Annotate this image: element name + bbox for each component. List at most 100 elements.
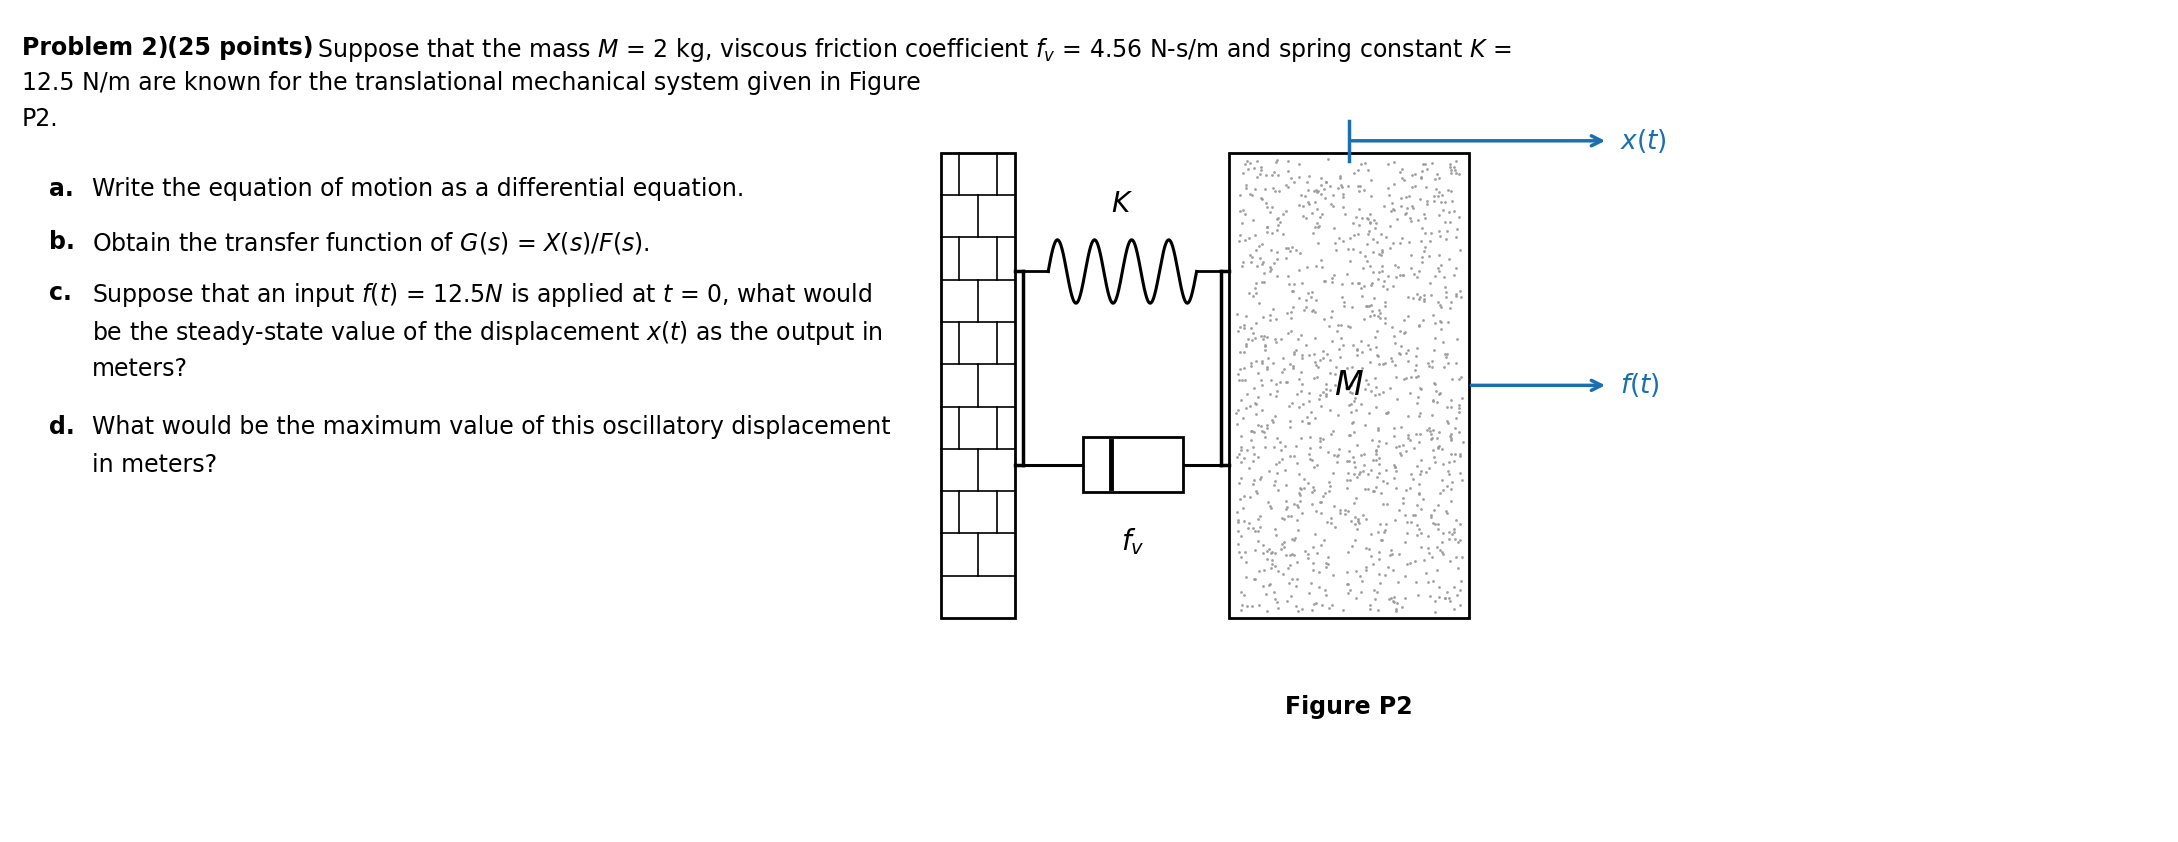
Point [1237,525,1272,538]
Text: be the steady-state value of the displacement $x(t)$ as the output in: be the steady-state value of the displac… [91,319,882,347]
Point [1335,167,1370,180]
Point [1418,377,1453,391]
Point [1265,365,1300,379]
Point [1337,592,1372,605]
Point [1292,447,1326,461]
Point [1300,216,1335,230]
Point [1283,482,1318,496]
Point [1248,275,1283,289]
Point [1287,544,1322,557]
Point [1298,355,1333,369]
Point [1311,601,1346,615]
Point [1248,440,1283,454]
Point [1339,512,1374,525]
Point [1420,498,1455,512]
Point [1403,523,1437,536]
Point [1289,338,1324,351]
Point [1411,421,1446,434]
Point [1429,232,1464,246]
Text: P2.: P2. [22,107,59,131]
Point [1403,290,1437,304]
Point [1444,551,1479,564]
Point [1268,440,1302,453]
Point [1237,183,1272,196]
Point [1276,548,1311,562]
Point [1309,386,1344,400]
Point [1276,278,1311,291]
Point [1298,411,1333,424]
Point [1418,173,1453,186]
Point [1346,280,1381,293]
Point [1307,584,1342,597]
Point [1394,199,1429,212]
Point [1353,384,1387,397]
Point [1376,155,1411,168]
Point [1344,334,1379,348]
Point [1422,581,1457,594]
Point [1226,345,1261,359]
Point [1353,216,1387,230]
Point [1261,211,1296,225]
Point [1235,521,1270,535]
Point [1372,548,1407,562]
Point [1433,594,1468,607]
Point [1437,411,1472,424]
Point [1318,499,1353,513]
Point [1281,198,1316,211]
Point [1405,255,1440,269]
Text: c.: c. [48,281,72,306]
Point [1409,424,1444,437]
Point [1270,205,1305,218]
Point [1396,508,1431,521]
Point [1335,216,1370,230]
Point [1276,285,1311,298]
Point [1414,432,1448,445]
Point [1287,482,1322,495]
Point [1437,287,1472,301]
Point [1285,603,1320,616]
Point [1220,514,1255,528]
Point [1366,243,1400,257]
Point [1220,307,1255,321]
Point [1385,171,1420,184]
Point [1222,514,1257,527]
Point [1278,600,1313,613]
Point [1344,397,1379,411]
Point [1342,245,1376,258]
Point [1403,503,1437,516]
Point [1257,356,1292,370]
Point [1239,259,1274,273]
Point [1437,160,1472,173]
Point [1252,313,1287,327]
Point [1370,477,1405,490]
Point [1370,182,1405,195]
Point [1283,328,1318,342]
Text: meters?: meters? [91,357,187,381]
Point [1257,523,1292,536]
Point [1400,435,1435,449]
Point [1259,335,1294,349]
Point [1379,358,1414,371]
Point [1414,431,1448,445]
Point [1411,529,1446,542]
Point [1333,455,1368,468]
Point [1331,268,1366,281]
Point [1296,304,1331,317]
Point [1422,486,1457,499]
Point [1342,227,1376,241]
Point [1392,211,1427,225]
Point [1400,270,1435,284]
Point [1387,372,1422,386]
Point [1231,444,1265,457]
Point [1440,561,1475,574]
Point [1257,256,1292,269]
Point [1250,200,1285,214]
Point [1403,381,1437,395]
Point [1374,351,1409,365]
Text: a.: a. [48,178,74,201]
Point [1292,477,1326,490]
Point [1222,448,1257,461]
Point [1270,178,1305,191]
Point [1342,219,1376,232]
Point [1398,554,1433,568]
